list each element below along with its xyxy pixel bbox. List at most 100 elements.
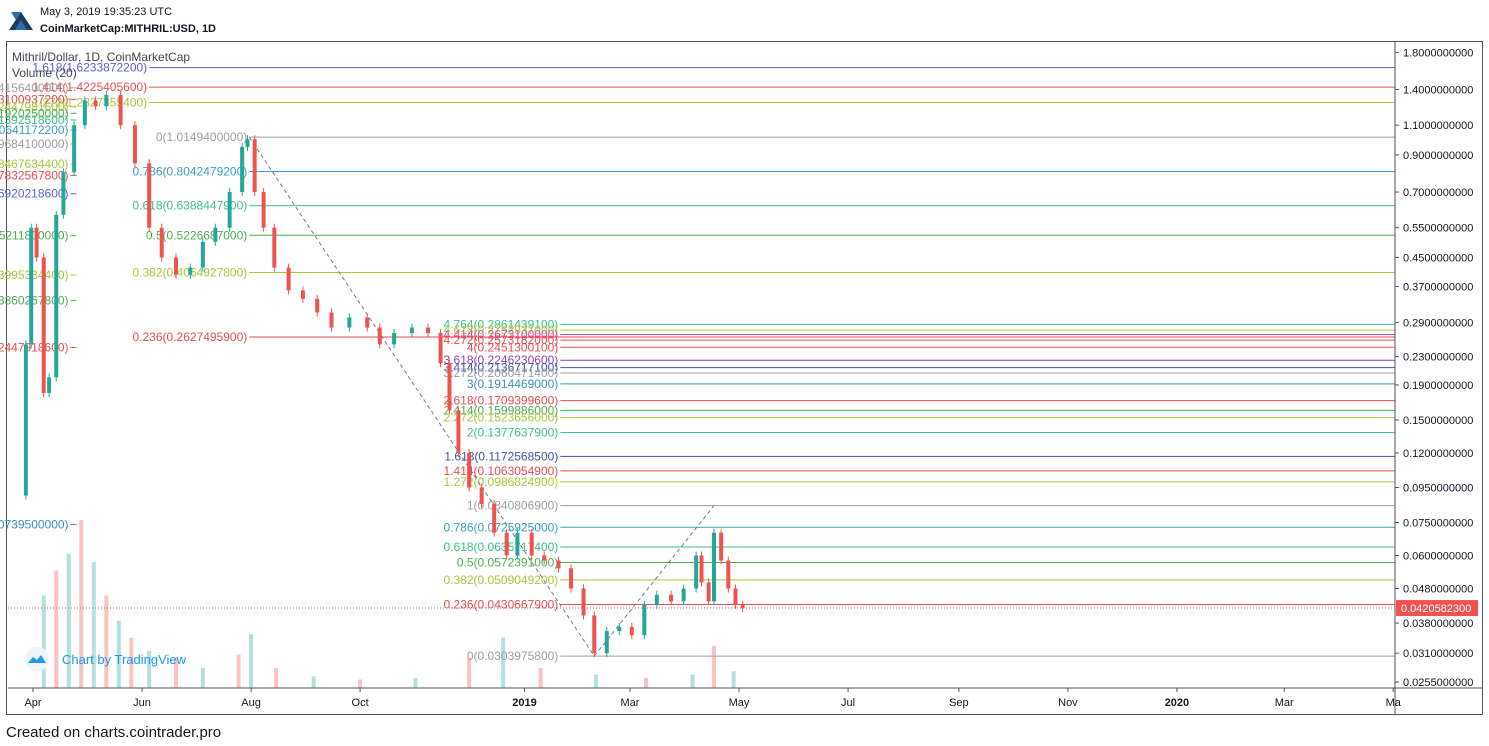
x-tick-label: 2020: [1165, 697, 1189, 709]
tradingview-watermark[interactable]: Chart by TradingView: [20, 647, 186, 671]
fib-left-label: 0.382(1.2447981600): [0, 100, 69, 114]
volume-bar: [501, 637, 506, 688]
legend-volume: Volume (20): [12, 66, 77, 80]
fib-level-label: 3.272(0.2060471400): [444, 366, 559, 380]
fib-level-label: 3(0.1914469000): [467, 377, 558, 391]
legend-title: Mithril/Dollar, 1D, CoinMarketCap: [12, 50, 191, 64]
candle-body: [347, 317, 352, 328]
candle-body: [515, 532, 520, 556]
candle-body: [694, 555, 699, 589]
x-tick-label: Apr: [24, 697, 41, 709]
snapshot-date: May 3, 2019 19:35:23 UTC: [40, 6, 173, 18]
fib-left-label: 1.414(0.7832567800): [0, 168, 69, 182]
y-tick-label: 0.1900000000: [1403, 380, 1473, 392]
candle-body: [712, 532, 717, 602]
fib-left-label: 0(1.4156400000): [0, 81, 69, 95]
volume-bar: [594, 674, 599, 688]
fib-level-label: 4.272(0.2573182000): [444, 333, 559, 347]
candle-body: [54, 214, 59, 378]
y-tick-label: 1.4000000000: [1403, 84, 1473, 96]
candle-body: [188, 267, 193, 275]
volume-bar: [104, 595, 109, 688]
candle-body: [93, 100, 98, 107]
fib-level-label: 1.618(0.1172568500): [444, 449, 558, 463]
y-tick-label: 0.0750000000: [1403, 517, 1473, 529]
y-tick-label: 0.0255000000: [1403, 677, 1473, 689]
x-tick-label: Jun: [133, 697, 151, 709]
tradingview-cloud-icon: [25, 647, 49, 671]
fib-left-label: 0.236(1.3100937200): [0, 92, 69, 106]
fib-level-label: 0.382(0.0509049200): [444, 573, 559, 587]
trend-line: [248, 136, 595, 657]
candle-body: [272, 227, 277, 268]
fib-lines-layer: 1.618(1.6233872200)1.414(1.4225405600)1.…: [0, 61, 1395, 663]
candle-body: [706, 582, 711, 602]
candle-body: [159, 227, 164, 258]
fib-level-label: 2(0.1377637900): [467, 426, 558, 440]
candle-body: [34, 227, 39, 258]
candle-body: [456, 410, 461, 453]
candle-body: [719, 532, 724, 561]
candle-body: [252, 139, 257, 193]
fib-level-label: 2.618(0.1709399600): [444, 394, 559, 408]
volume-bar: [712, 646, 717, 688]
candle-body: [681, 588, 686, 602]
chart-frame[interactable]: [6, 41, 1483, 715]
candle-body: [329, 312, 334, 328]
fib-level-label: 0.236(0.0430667900): [444, 598, 559, 612]
y-tick-label: 0.4500000000: [1403, 252, 1473, 264]
fib-level-label: 4.414(0.2673100000): [444, 327, 559, 341]
candle-body: [82, 100, 87, 126]
fib-left-label: 2.618(0.2447918600): [0, 340, 69, 354]
candle-body: [604, 631, 609, 654]
candle-body: [286, 267, 291, 291]
y-tick-label: 0.0310000000: [1403, 648, 1473, 660]
y-tick-label: 0.0950000000: [1403, 483, 1473, 495]
fib-level-label: 1(0.0840806900): [467, 499, 558, 513]
fib-level-label: 0(1.0149400000): [156, 130, 247, 144]
volume-bar: [311, 676, 316, 688]
x-tick-label: Aug: [241, 697, 261, 709]
fib-level-label: 0.5(0.5226687000): [146, 228, 247, 242]
x-tick-label: Jul: [841, 697, 855, 709]
candle-body: [104, 94, 109, 107]
y-tick-label: 0.7000000000: [1403, 187, 1473, 199]
x-tick-label: Mar: [621, 697, 640, 709]
volume-bar: [66, 553, 71, 688]
fib-level-label: 2.414(0.1599886000): [444, 403, 559, 417]
candle-body: [617, 627, 622, 632]
candle-body: [438, 332, 443, 364]
volume-bar: [54, 570, 59, 688]
fib-level-label: 3.414(0.2136717100): [444, 361, 559, 375]
trend-lines-layer: [248, 136, 715, 657]
candle-body: [147, 163, 152, 228]
fib-level-label: 4.618(0.2752937000): [444, 323, 559, 337]
candle-body: [492, 503, 497, 533]
fib-left-label: 2.414(0.3360267800): [0, 294, 69, 308]
candle-body: [654, 594, 659, 605]
y-tick-label: 0.2900000000: [1403, 317, 1473, 329]
candle-body: [556, 560, 561, 569]
candle-body: [426, 327, 431, 333]
volume-bar: [690, 674, 695, 688]
candle-body: [300, 290, 305, 299]
x-tick-label: Oct: [352, 697, 369, 709]
x-tick-label: Mar: [1275, 697, 1294, 709]
x-tick-label: Ma: [1386, 697, 1402, 709]
candle-body: [733, 588, 738, 605]
y-tick-label: 0.0480000000: [1403, 584, 1473, 596]
last-price-tag: [1396, 600, 1478, 617]
fib-level-label: 0.618(0.6388447900): [133, 199, 248, 213]
cointrader-logo-icon: [9, 12, 33, 30]
volume-layer: [41, 520, 736, 688]
candle-body: [72, 125, 77, 173]
candle-body: [132, 125, 137, 164]
fib-level-label: 1.618(1.6233872200): [32, 61, 147, 75]
volume-bar: [147, 651, 152, 688]
fib-left-label: 0.786(1.0641172200): [0, 123, 69, 137]
candle-body: [213, 227, 218, 242]
fib-left-label: 1(0.9684100000): [0, 137, 69, 151]
candle-body: [467, 452, 472, 488]
volume-bar: [41, 595, 46, 688]
